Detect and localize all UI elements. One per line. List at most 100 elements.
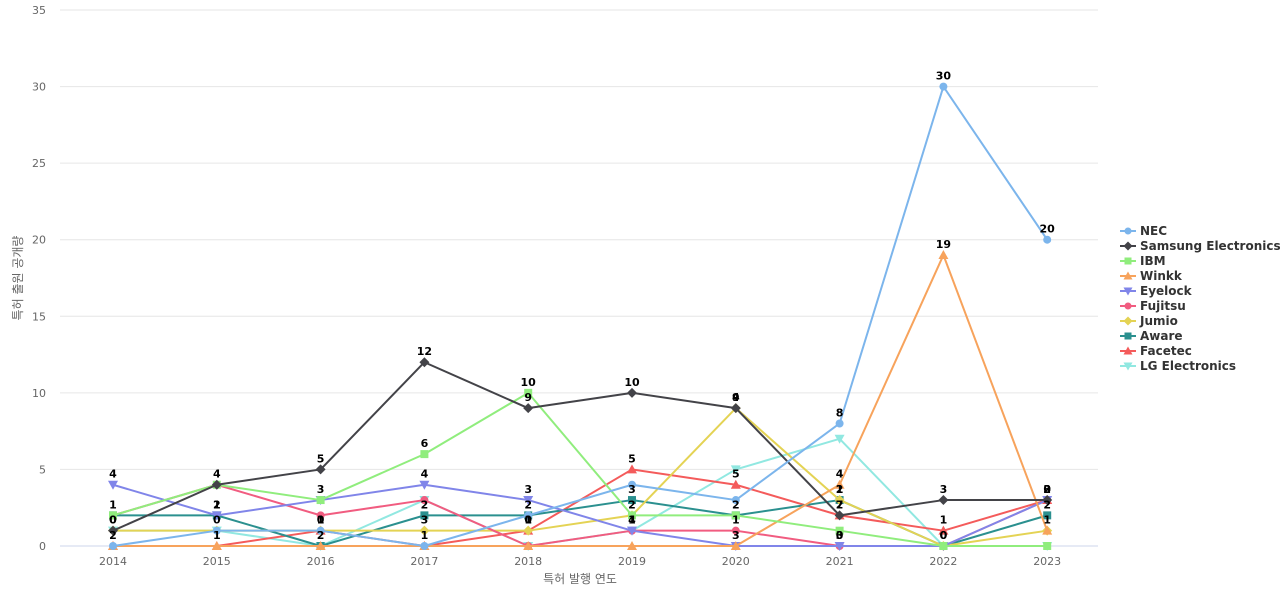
data-point-winkk xyxy=(834,479,845,489)
data-label-aware: 1 xyxy=(213,498,221,511)
data-label-eyelock: 3 xyxy=(732,529,740,542)
data-point-lg-electronics xyxy=(730,465,741,475)
legend-marker-nec xyxy=(1124,227,1132,235)
legend-label-winkk: Winkk xyxy=(1140,269,1183,283)
data-label-jumio: 0 xyxy=(109,514,117,527)
data-label-fujitsu: 0 xyxy=(836,529,844,542)
series-line-ibm xyxy=(112,391,1048,547)
data-label-facetec: 1 xyxy=(524,514,532,527)
data-label-samsung-electronics: 0 xyxy=(109,514,117,527)
legend-item-winkk: Winkk xyxy=(1120,269,1183,283)
legend-label-facetec: Facetec xyxy=(1140,344,1192,358)
data-point-eyelock xyxy=(108,480,118,490)
data-point-nec xyxy=(1043,235,1052,244)
legend-item-eyelock: Eyelock xyxy=(1120,284,1193,298)
data-label-facetec: 1 xyxy=(213,529,221,542)
data-label-facetec: 2 xyxy=(1043,483,1051,496)
data-point-winkk xyxy=(315,541,326,550)
data-point-samsung-electronics xyxy=(108,525,118,536)
series-line-samsung-electronics xyxy=(112,361,1048,532)
data-label-facetec: 1 xyxy=(317,514,325,527)
data-point-ibm xyxy=(420,450,429,459)
data-point-nec xyxy=(835,419,844,428)
data-label-samsung-electronics: 3 xyxy=(940,483,948,496)
data-point-nec xyxy=(316,526,325,535)
data-point-facetec xyxy=(938,525,949,535)
data-point-facetec xyxy=(730,479,741,489)
data-point-jumio xyxy=(419,525,430,536)
legend-marker-fujitsu xyxy=(1124,302,1132,310)
legend-item-lg-electronics: LG Electronics xyxy=(1120,359,1236,373)
data-point-ibm xyxy=(109,511,117,520)
data-point-aware xyxy=(420,511,429,520)
legend-item-facetec: Facetec xyxy=(1120,344,1192,358)
data-label-fujitsu: 1 xyxy=(628,514,636,527)
data-label-eyelock: 4 xyxy=(628,514,636,527)
y-tick-label: 20 xyxy=(32,234,46,247)
data-point-eyelock xyxy=(211,511,222,521)
data-point-aware xyxy=(1043,511,1052,520)
data-label-ibm: 6 xyxy=(421,437,429,450)
legend-item-aware: Aware xyxy=(1120,329,1183,343)
data-point-ibm xyxy=(628,511,636,520)
data-point-lg-electronics xyxy=(834,434,845,444)
data-point-samsung-electronics xyxy=(730,403,741,414)
y-tick-label: 35 xyxy=(32,4,46,17)
legend-label-samsung-electronics: Samsung Electronics xyxy=(1140,239,1280,253)
data-point-eyelock xyxy=(834,542,845,551)
y-axis-title: 특허 출원 공개량 xyxy=(11,236,25,321)
y-tick-label: 15 xyxy=(32,310,46,323)
data-point-samsung-electronics xyxy=(315,464,326,475)
legend-label-ibm: IBM xyxy=(1140,254,1166,268)
series-lg-electronics xyxy=(108,434,1053,551)
data-label-jumio: 3 xyxy=(421,514,429,527)
legend-item-jumio: Jumio xyxy=(1120,314,1178,328)
data-label-samsung-electronics: 12 xyxy=(417,345,432,358)
data-point-fujitsu xyxy=(316,511,325,520)
legend-label-eyelock: Eyelock xyxy=(1140,284,1193,298)
data-point-fujitsu xyxy=(731,526,740,535)
y-tick-label: 5 xyxy=(39,463,46,476)
data-label-eyelock: 4 xyxy=(109,468,117,481)
data-point-nec xyxy=(939,82,948,91)
data-label-eyelock: 3 xyxy=(836,529,844,542)
data-label-jumio: 0 xyxy=(213,514,221,527)
x-tick-label: 2014 xyxy=(99,555,127,568)
x-tick-label: 2018 xyxy=(514,555,542,568)
series-line-winkk xyxy=(113,254,1049,547)
x-tick-label: 2015 xyxy=(203,555,231,568)
data-point-winkk xyxy=(730,541,741,550)
data-label-eyelock: 4 xyxy=(421,468,429,481)
series-winkk xyxy=(108,250,1053,550)
series-lines xyxy=(108,82,1053,551)
data-label-aware: 2 xyxy=(732,498,740,511)
data-point-samsung-electronics xyxy=(1042,495,1053,506)
data-point-aware xyxy=(628,496,636,505)
series-nec xyxy=(109,82,1052,550)
data-label-nec: 8 xyxy=(836,406,844,419)
data-label-facetec: 1 xyxy=(940,514,948,527)
legend-label-fujitsu: Fujitsu xyxy=(1140,299,1186,313)
data-point-nec xyxy=(420,542,429,550)
x-tick-label: 2023 xyxy=(1033,555,1061,568)
data-label-eyelock: 3 xyxy=(524,483,532,496)
data-label-aware: 2 xyxy=(524,498,532,511)
data-point-ibm xyxy=(1043,542,1052,550)
data-label-aware: 2 xyxy=(421,498,429,511)
data-label-ibm: 10 xyxy=(521,376,537,389)
legend-label-lg-electronics: LG Electronics xyxy=(1140,359,1236,373)
data-point-nec xyxy=(524,511,533,520)
series-line-nec xyxy=(112,85,1049,547)
data-label-facetec: 7 xyxy=(836,498,844,511)
data-point-ibm xyxy=(316,496,325,505)
series-samsung-electronics xyxy=(108,357,1053,536)
data-point-winkk xyxy=(211,541,222,550)
data-label-jumio: 0 xyxy=(940,529,948,542)
data-point-ibm xyxy=(939,542,948,550)
data-label-samsung-electronics: 9 xyxy=(524,391,532,404)
data-point-nec xyxy=(212,526,221,535)
